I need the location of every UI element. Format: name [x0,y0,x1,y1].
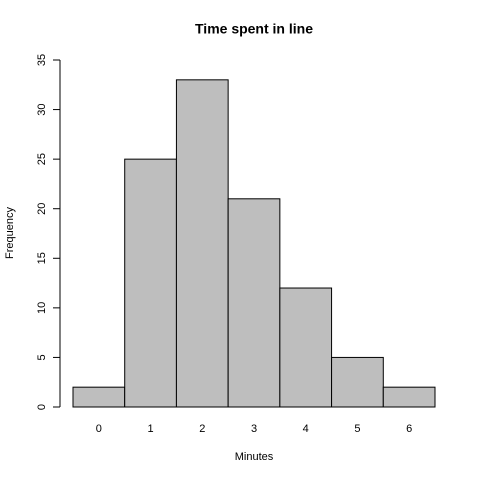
y-tick-label: 15 [36,252,48,264]
bar [175,79,229,408]
x-tick-label: 5 [354,423,360,435]
bar [382,386,436,408]
y-tick-label: 0 [36,404,48,410]
y-tick-label: 25 [36,153,48,165]
x-tick-label: 0 [96,423,102,435]
x-tick-label: 1 [148,423,154,435]
bar [331,356,384,408]
y-tick-label: 10 [36,302,48,314]
x-tick-label: 4 [303,423,309,435]
x-tick-label: 2 [199,423,205,435]
y-tick-label: 5 [36,354,48,360]
x-tick-label: 6 [406,423,412,435]
x-axis-label: Minutes [235,451,274,463]
bar [124,158,177,408]
y-tick-label: 30 [36,103,48,115]
bar [72,386,126,408]
chart-title: Time spent in line [195,21,313,37]
bar [227,198,281,408]
x-tick-label: 3 [251,423,257,435]
y-tick-label: 35 [36,54,48,66]
y-axis-label: Frequency [4,207,16,259]
y-tick-label: 20 [36,203,48,215]
bar [279,287,333,408]
